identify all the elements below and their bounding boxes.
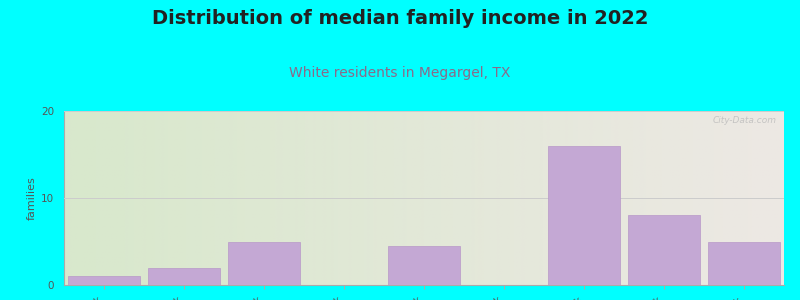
Text: City-Data.com: City-Data.com (713, 116, 777, 125)
Bar (548, 146, 620, 285)
Y-axis label: families: families (27, 176, 37, 220)
Bar (628, 215, 700, 285)
Bar (708, 242, 780, 285)
Bar (388, 246, 460, 285)
Bar (228, 242, 300, 285)
Bar (68, 276, 140, 285)
Text: Distribution of median family income in 2022: Distribution of median family income in … (152, 9, 648, 28)
Bar (148, 268, 220, 285)
Text: White residents in Megargel, TX: White residents in Megargel, TX (290, 66, 510, 80)
